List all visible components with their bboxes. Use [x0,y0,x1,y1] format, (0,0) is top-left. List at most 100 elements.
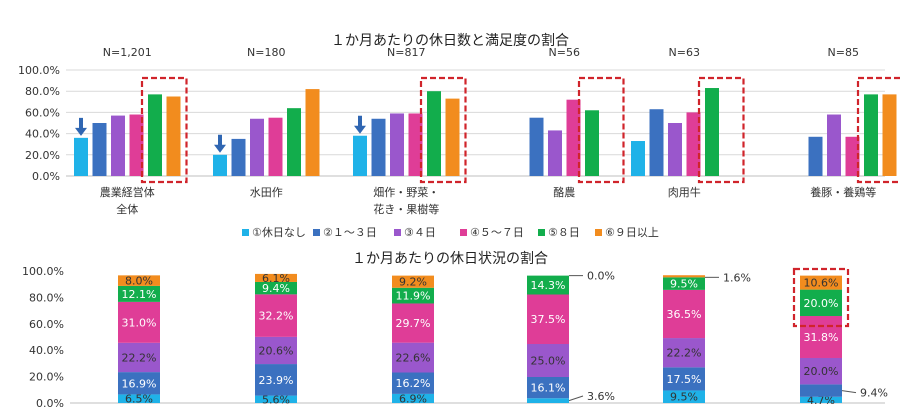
stack-segment [118,275,160,286]
bar [529,117,544,176]
group-n-label: N=817 [387,46,425,59]
stack-value-label: 0.0% [587,270,615,283]
bar [882,94,897,176]
stack-segment [255,364,297,396]
stack-value-label: 16.9% [122,377,157,390]
stack-segment [255,273,297,282]
legend-label: ④５～７日 [470,226,524,239]
stack-segment [663,367,705,391]
bar [268,117,283,176]
y-tick-label: 60.0% [29,318,64,331]
y-tick-label: 100.0% [18,64,60,77]
legend-swatch [394,229,401,236]
stack-segment [255,336,297,365]
bar [129,114,144,176]
stack-value-label: 22.2% [122,351,157,364]
stack-value-label: 22.2% [667,347,702,360]
bar [845,136,860,176]
stack-segment [392,372,434,394]
stack-value-label: 9.4% [262,282,290,295]
stack-value-label: 6.1% [262,272,290,285]
highlight-box [140,76,188,184]
bar [631,141,645,176]
bar [408,113,423,176]
stack-segment [118,394,160,403]
stack-value-label: 31.0% [122,316,157,329]
stack-segment [663,277,705,290]
category-label: 養豚・養鶏等 [810,185,876,199]
y-tick-label: 0.0% [32,170,60,183]
stack-segment [118,285,160,302]
legend-swatch [313,229,320,236]
stack-segment [663,390,705,403]
stack-segment [392,303,434,343]
stack-segment [255,281,297,295]
bar [250,118,264,176]
highlight-box [577,76,625,184]
stack-value-label: 6.5% [125,393,153,406]
bar-chart-title: １か月あたりの休日数と満足度の割合 [331,32,569,49]
group-n-label: N=1,201 [103,46,152,59]
y-tick-label: 40.0% [25,128,60,141]
legend-label: ⑤８日 [548,226,580,239]
bar [548,130,562,176]
category-label: 花き・果樹等 [373,202,439,216]
stacked-chart-title: １か月あたりの休日状況の割合 [352,250,548,267]
highlight-box [792,267,850,328]
y-tick-label: 100.0% [22,265,64,278]
label-leader-line [568,395,584,402]
stack-value-label: 20.0% [804,297,839,310]
stack-value-label: 14.3% [531,279,566,292]
bar [371,118,386,176]
y-tick-label: 80.0% [25,85,60,98]
stack-value-label: 9.2% [399,276,427,289]
stack-value-label: 9.5% [670,278,698,291]
bar [427,91,441,176]
bar [445,98,460,176]
legend-swatch [538,229,545,236]
stack-segment [800,275,842,290]
bar [166,96,181,176]
bar [305,89,320,176]
bar [649,109,664,176]
stack-segment [800,384,842,397]
stack-segment [392,342,434,373]
stack-segment [800,289,842,317]
stack-value-label: 36.5% [667,308,702,321]
stack-segment [118,301,160,343]
stack-value-label: 31.8% [804,331,839,344]
stack-segment [255,294,297,337]
y-tick-label: 60.0% [25,106,60,119]
stack-segment [118,372,160,395]
category-label: 水田作 [250,186,283,199]
down-arrow-icon [214,134,226,153]
bar [864,94,878,176]
stack-value-label: 16.1% [531,382,566,395]
bar [287,108,301,176]
bar [148,94,162,176]
stack-value-label: 22.6% [396,352,431,365]
stack-value-label: 6.9% [399,392,427,405]
stack-value-label: 8.0% [125,275,153,288]
satisfaction-bar-chart: 0.0% 20.0% 40.0% 60.0% 80.0% 100.0% N=1,201 農業経… [18,46,900,216]
bar [111,115,125,176]
y-tick-label: 0.0% [36,397,64,410]
stack-value-label: 32.2% [259,310,294,323]
legend-label: ①休日なし [252,226,306,239]
legend: ①休日なし ②１～３日 ③４日 ④５～７日 ⑤８日 ⑥９日以上 [242,226,659,239]
stack-value-label: 9.5% [670,391,698,404]
stack-value-label: 5.6% [262,393,290,406]
category-label: 全体 [116,202,138,216]
y-tick-label: 80.0% [29,291,64,304]
stack-value-label: 1.6% [723,271,751,284]
legend-label: ②１～３日 [323,226,377,239]
stack-segment [392,287,434,304]
holiday-stacked-chart: 0.0% 20.0% 40.0% 60.0% 80.0% 100.0% 6.5% 16.9% 2… [22,265,888,410]
category-label: 畑作・野菜・ [373,186,439,199]
bar [705,88,719,176]
stack-segment [118,342,160,373]
stack-segment [663,275,705,278]
stack-segment [527,398,569,403]
stack-segment [663,289,705,339]
